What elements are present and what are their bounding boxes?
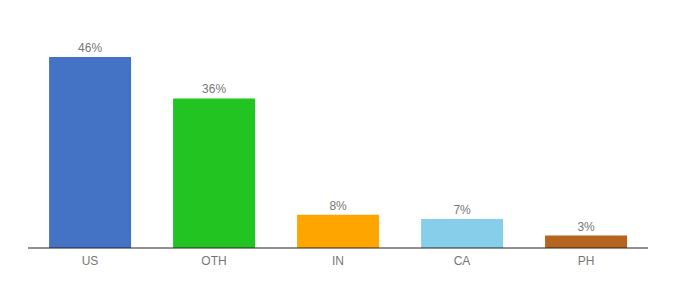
svg-text:46%: 46% xyxy=(78,41,102,55)
svg-text:IN: IN xyxy=(332,254,344,268)
svg-text:US: US xyxy=(82,254,99,268)
svg-text:3%: 3% xyxy=(577,220,595,234)
svg-text:36%: 36% xyxy=(202,82,226,96)
svg-text:7%: 7% xyxy=(453,203,471,217)
svg-text:OTH: OTH xyxy=(201,254,226,268)
svg-text:PH: PH xyxy=(578,254,595,268)
svg-text:CA: CA xyxy=(454,254,471,268)
svg-text:8%: 8% xyxy=(329,199,347,213)
